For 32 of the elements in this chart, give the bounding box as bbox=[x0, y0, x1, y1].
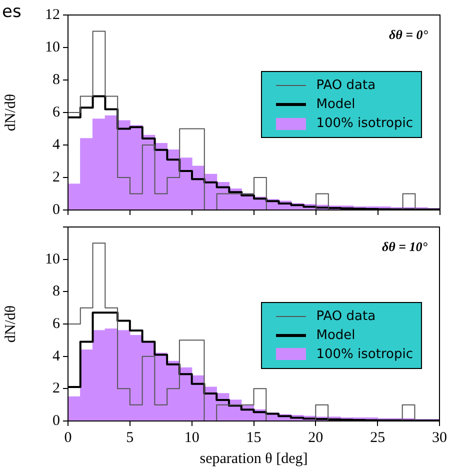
annotation: δθ = 10° bbox=[382, 238, 428, 254]
legend-label: Model bbox=[316, 328, 356, 342]
y-tick-label: 8 bbox=[52, 284, 60, 300]
y-axis-title: dN/dθ bbox=[2, 305, 19, 343]
x-axis-title: separation θ [deg] bbox=[200, 450, 308, 467]
legend-label: Model bbox=[316, 97, 356, 112]
y-tick-label: 6 bbox=[52, 316, 60, 332]
x-tick-label: 20 bbox=[308, 430, 324, 446]
text: es bbox=[2, 2, 22, 22]
x-tick-label: 10 bbox=[184, 430, 200, 446]
y-tick-label: 6 bbox=[52, 104, 60, 120]
y-tick-label: 2 bbox=[52, 380, 60, 397]
y-tick-label: 12 bbox=[45, 6, 60, 23]
y-tick-label: 8 bbox=[52, 72, 60, 88]
x-tick-label: 30 bbox=[432, 430, 447, 446]
y-tick-label: 0 bbox=[52, 202, 60, 218]
x-tick-label: 25 bbox=[370, 430, 386, 446]
legend-label: 100% isotropic bbox=[316, 116, 413, 131]
y-tick-label: 10 bbox=[45, 39, 60, 56]
x-tick-label: 15 bbox=[246, 430, 262, 446]
y-tick-label: 0 bbox=[52, 412, 60, 429]
x-tick-label: 5 bbox=[126, 430, 134, 446]
y-tick-label: 10 bbox=[45, 251, 60, 268]
x-tick-label: 0 bbox=[64, 430, 72, 446]
legend-label: 100% isotropic bbox=[316, 346, 413, 362]
y-tick-label: 4 bbox=[52, 136, 60, 153]
y-tick-label: 2 bbox=[52, 169, 60, 186]
legend-label: PAO data bbox=[316, 78, 376, 93]
y-axis-title: dN/dθ bbox=[2, 94, 19, 132]
y-tick-label: 4 bbox=[52, 348, 60, 364]
legend-label: PAO data bbox=[316, 308, 376, 324]
annotation: δθ = 0° bbox=[388, 26, 429, 42]
